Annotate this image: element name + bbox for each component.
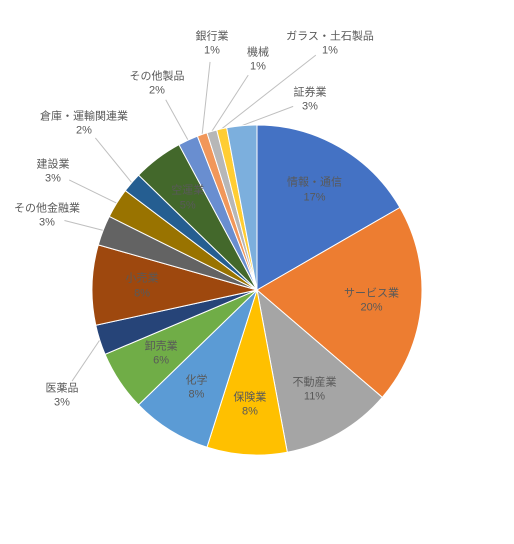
- slice-label: 小売業8%: [126, 272, 159, 301]
- slice-label: 化学8%: [185, 373, 207, 402]
- slice-label: 倉庫・運輸関連業2%: [40, 110, 128, 139]
- slice-label: 不動産業11%: [293, 375, 337, 404]
- slice-label: その他金融業3%: [14, 202, 80, 231]
- slice-label: 機械1%: [247, 46, 269, 75]
- slice-label: 情報・通信17%: [287, 176, 342, 205]
- slice-label: 保険業8%: [233, 390, 266, 419]
- slice-label: 建設業3%: [37, 158, 70, 187]
- slice-label: 銀行業1%: [196, 30, 229, 59]
- slice-label: その他製品2%: [130, 70, 185, 99]
- slice-label: 卸売業6%: [145, 339, 178, 368]
- slice-label: ガラス・土石製品1%: [286, 30, 374, 59]
- slice-label: サービス業20%: [344, 286, 399, 315]
- pie-chart: [0, 0, 514, 544]
- slice-label: 証券業3%: [294, 86, 327, 115]
- slice-label: 空運業5%: [171, 184, 204, 213]
- slice-label: 医薬品3%: [46, 382, 79, 411]
